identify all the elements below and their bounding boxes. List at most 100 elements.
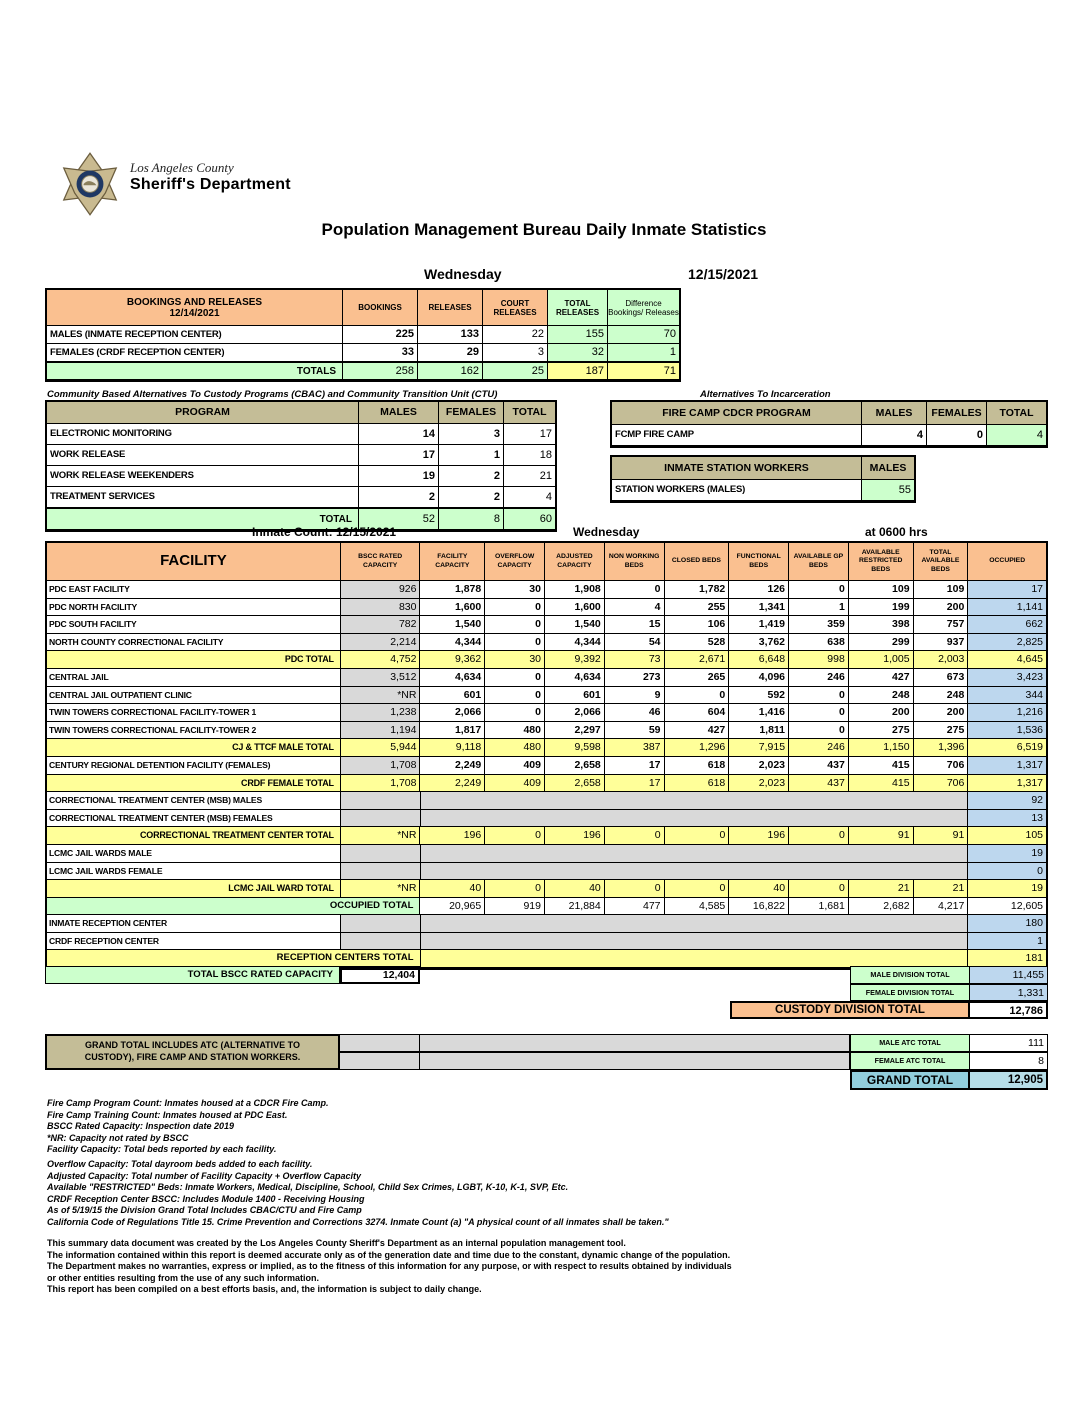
table-row: NORTH COUNTY CORRECTIONAL FACILITY 2,214 4…	[47, 633, 1047, 652]
cell: 2,023	[729, 756, 790, 775]
cell: 1,908	[544, 581, 605, 599]
footnote-line: *NR: Capacity not rated by BSCC	[47, 1132, 189, 1143]
cell: 1,600	[420, 598, 486, 617]
cell: 618	[664, 774, 730, 793]
cell: 4,585	[664, 897, 730, 916]
column-header: TOTAL AVAILABLE BEDS	[913, 543, 969, 581]
male-atc-total-value: 111	[970, 1034, 1048, 1052]
table-row: TREATMENT SERVICES 2 2 4	[47, 487, 555, 508]
cell: 225	[343, 326, 418, 344]
bookings-table: BOOKINGS AND RELEASES 12/14/2021 BOOKINGS…	[45, 288, 681, 382]
cell: 0	[789, 880, 849, 898]
cell: 3,423	[968, 668, 1047, 687]
cell: 0	[968, 862, 1046, 881]
cell: 1	[968, 932, 1046, 951]
cell: 2,023	[729, 774, 790, 793]
cell: 4,096	[729, 668, 790, 687]
cell	[340, 792, 421, 810]
cell	[420, 844, 969, 863]
count-time: at 0600 hrs	[865, 525, 928, 539]
column-header: PROGRAM	[47, 402, 359, 424]
cell: 4	[604, 598, 665, 617]
cell: 91	[913, 827, 969, 845]
column-header: RELEASES	[418, 290, 483, 326]
column-header: AVAILABLE RESTRICTED BEDS	[848, 543, 914, 581]
cell: 21	[504, 466, 555, 487]
cell: 30	[485, 581, 545, 599]
grand-total-label: GRAND TOTAL	[850, 1070, 970, 1090]
cell: 162	[418, 363, 483, 380]
cell: 480	[485, 739, 545, 757]
cell: 2,066	[544, 704, 605, 722]
table-row: TWIN TOWERS CORRECTIONAL FACILITY-TOWER …	[47, 704, 1047, 722]
cell: 199	[848, 598, 914, 617]
cell: 1,317	[968, 774, 1047, 793]
female-atc-total-value: 8	[970, 1052, 1048, 1070]
table-row: CORRECTIONAL TREATMENT CENTER TOTAL *NR 19…	[47, 827, 1047, 845]
cell: 398	[848, 616, 914, 634]
cell: 1,341	[729, 598, 790, 617]
male-division-total-label: MALE DIVISION TOTAL	[850, 966, 970, 984]
cell: 415	[848, 774, 914, 793]
cell: 258	[343, 363, 418, 380]
cell: 105	[968, 827, 1047, 845]
cell: 2,671	[664, 651, 730, 669]
row-label: TOTAL BSCC RATED CAPACITY	[45, 966, 340, 984]
logo-county-text: Los Angeles County	[130, 160, 234, 175]
cell: 1,536	[968, 721, 1047, 740]
cell	[420, 862, 969, 881]
cell: 30	[485, 651, 545, 669]
cell: 0	[485, 704, 545, 722]
cell: 46	[604, 704, 665, 722]
cell: 275	[848, 721, 914, 740]
cell: 17	[604, 756, 665, 775]
column-header: BOOKINGS	[343, 290, 418, 326]
cell: 2,825	[968, 633, 1047, 652]
cell: 1,708	[340, 774, 421, 793]
cell: 248	[848, 686, 914, 705]
table-row: ELECTRONIC MONITORING 14 3 17	[47, 424, 555, 445]
column-header: FACILITY CAPACITY	[420, 543, 486, 581]
cell: 7,915	[729, 739, 790, 757]
cell: 15	[604, 616, 665, 634]
cell: 0	[485, 598, 545, 617]
cell: 12,605	[968, 897, 1047, 916]
cell: 998	[789, 651, 849, 669]
cbac-header-row: PROGRAM MALES FEMALES TOTAL	[47, 402, 555, 424]
cell: 2,003	[913, 651, 969, 669]
cell: 0	[604, 880, 665, 898]
bookings-header-row: BOOKINGS AND RELEASES 12/14/2021 BOOKINGS…	[47, 290, 679, 326]
cell: 1,396	[913, 739, 969, 757]
table-row: CENTRAL JAIL OUTPATIENT CLINIC *NR 601 0 601…	[47, 686, 1047, 705]
station-workers-table: INMATE STATION WORKERS MALES STATION WOR…	[610, 455, 916, 503]
footnote-line: California Code of Regulations Title 15.…	[47, 1216, 669, 1227]
row-label: PDC TOTAL	[47, 651, 341, 669]
cell	[420, 809, 969, 828]
cell: 0	[664, 827, 730, 845]
cell: 6,648	[729, 651, 790, 669]
cell: 1,600	[544, 598, 605, 617]
table-row: CRDF FEMALE TOTAL 1,708 2,249 409 2,658 17 618…	[47, 774, 1047, 793]
cell: 126	[729, 581, 790, 599]
report-day-line: Wednesday 12/15/2021	[0, 266, 1088, 286]
cell: *NR	[340, 880, 421, 898]
cell: 757	[913, 616, 969, 634]
cell: 273	[604, 668, 665, 687]
lasd-logo: Los Angeles County Sheriff's Department	[58, 152, 291, 221]
logo-department-text: Sheriff's Department	[130, 176, 291, 193]
footnote-line: Facility Capacity: Total beds reported b…	[47, 1144, 277, 1155]
table-row: INMATE RECEPTION CENTER 180	[47, 915, 1046, 933]
cell: 200	[913, 704, 969, 722]
cell: 70	[608, 326, 679, 344]
row-label: LCMC JAIL WARD TOTAL	[47, 880, 341, 898]
table-row: WORK RELEASE WEEKENDERS 19 2 21	[47, 466, 555, 487]
cell: 71	[608, 363, 679, 380]
report-day: Wednesday	[424, 266, 502, 282]
cell: 17	[504, 424, 555, 445]
cell: 409	[485, 756, 545, 775]
row-label: LCMC JAIL WARDS FEMALE	[47, 862, 341, 881]
cell: 1,296	[664, 739, 730, 757]
footnote-line: Adjusted Capacity: Total number of Facil…	[47, 1170, 361, 1181]
cell: 255	[664, 598, 730, 617]
footnote-line: As of 5/19/15 the Division Grand Total I…	[47, 1205, 362, 1216]
